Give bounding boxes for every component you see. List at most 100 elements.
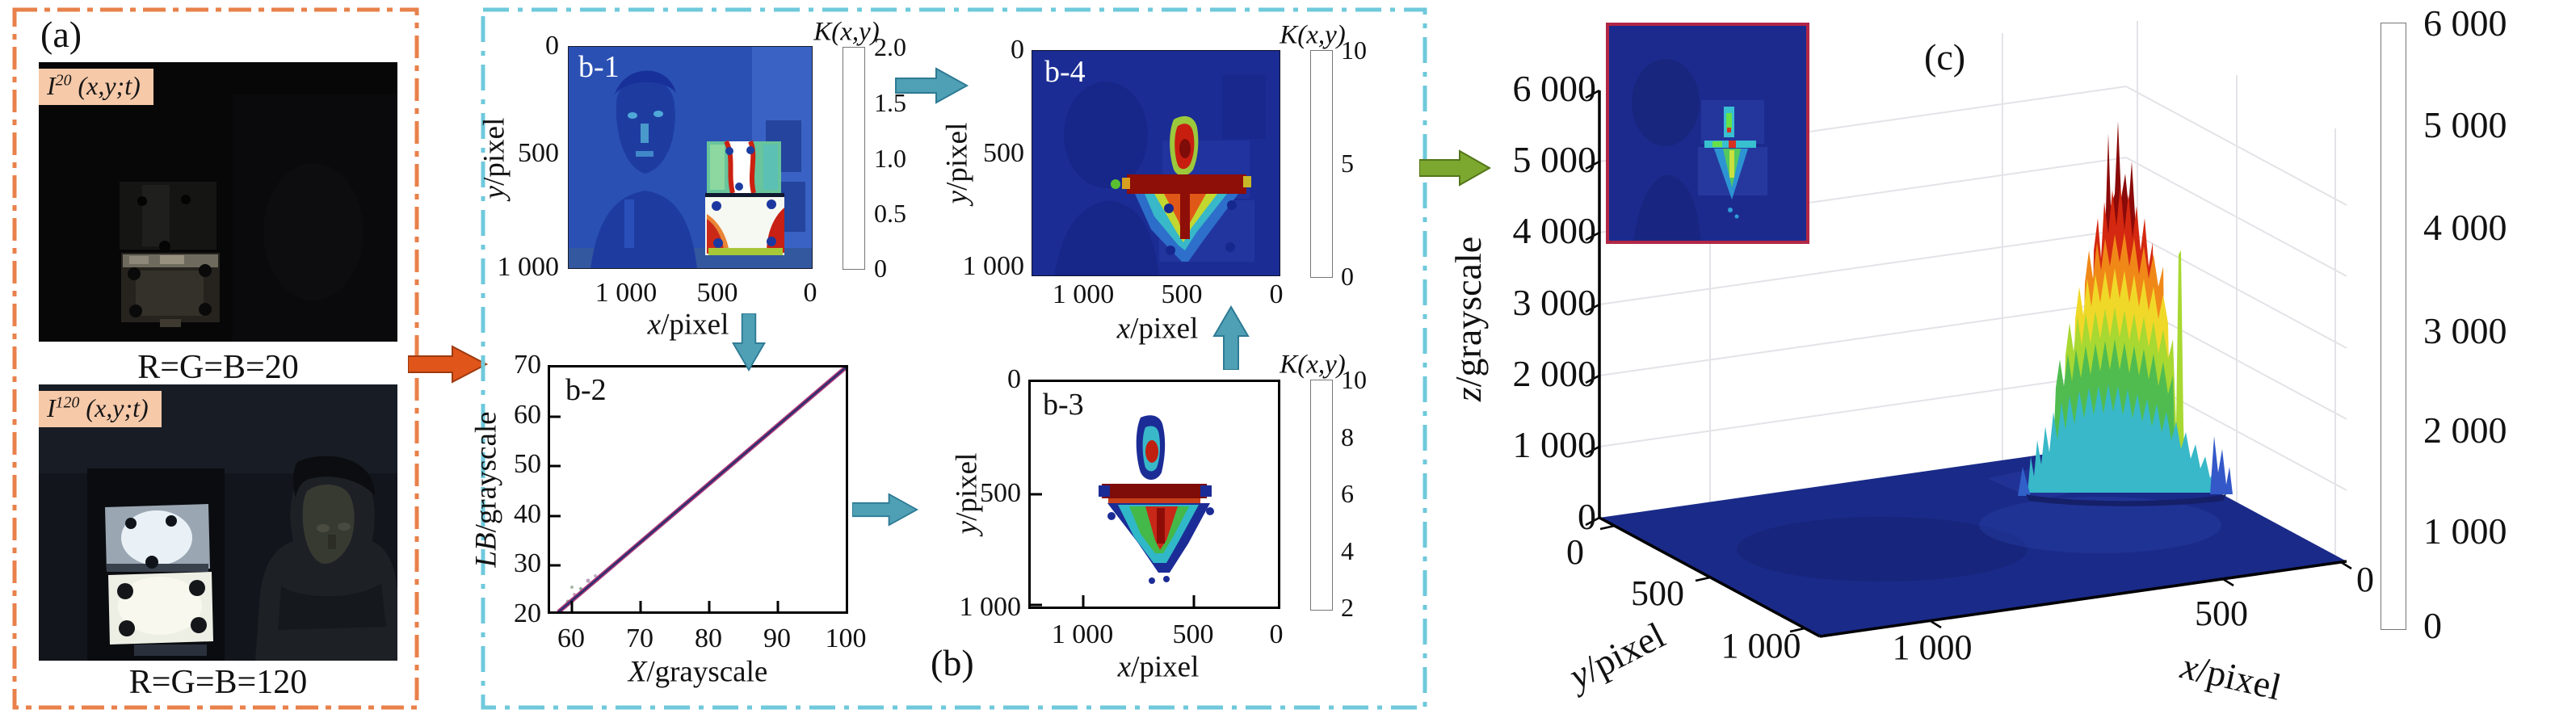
caption-rgb120: R=G=B=120 xyxy=(128,664,308,701)
b1-cbar-tick: 2.0 xyxy=(874,32,906,61)
b4-cbar-tick: 10 xyxy=(1341,36,1367,65)
b4-ytick: 0 xyxy=(1011,35,1024,65)
b4-cbar-tick: 5 xyxy=(1341,149,1354,178)
b2-ytick: 50 xyxy=(514,449,541,479)
b2-xtick: 80 xyxy=(695,624,722,653)
scatter-b2-frame xyxy=(548,365,848,615)
b2-xtick: 70 xyxy=(626,624,653,653)
subplot-b2-tag: b-2 xyxy=(565,373,607,407)
b3-cbar-tick: 8 xyxy=(1341,422,1354,451)
b3-ytick: 500 xyxy=(980,478,1021,508)
b1-xtick: 1 000 xyxy=(595,278,658,308)
b2-xtick: 90 xyxy=(763,624,791,653)
b2-ytick: 40 xyxy=(514,499,541,529)
panel-a-tag: (a) xyxy=(40,14,82,55)
c-ztick: 2 000 xyxy=(1512,353,1597,394)
c-ytick: 1 000 xyxy=(1721,626,1801,666)
b2-ytick: 60 xyxy=(514,400,541,430)
arrow-b-to-c-icon xyxy=(1419,149,1492,187)
b2-ytick: 20 xyxy=(514,598,541,628)
b1-cbar-tick: 1.0 xyxy=(874,144,906,173)
arrow-b3-to-b4-icon xyxy=(1212,305,1250,370)
c-ztick: 0 xyxy=(1578,496,1596,537)
b1-colorbar xyxy=(843,47,865,270)
heatmap-b4 xyxy=(1032,50,1280,276)
photo-i20 xyxy=(39,62,397,342)
heatmap-b3-frame xyxy=(1028,380,1280,609)
b4-ytick: 500 xyxy=(983,138,1024,168)
c-ytick: 0 xyxy=(1566,532,1584,572)
b1-ylabel: y/pixel xyxy=(477,117,511,199)
inset-image xyxy=(1606,23,1809,244)
b4-xlabel: x/pixel xyxy=(1116,312,1199,346)
panel-b-tag: (b) xyxy=(931,642,974,683)
frame-label-i20: I20 (x,y;t) xyxy=(39,69,153,106)
arrow-b1-to-b4-icon xyxy=(895,67,969,104)
b3-cbar-tick: 10 xyxy=(1341,365,1367,394)
frame-args: (x,y;t) xyxy=(79,393,149,422)
heatmap-b3 xyxy=(1031,415,1214,607)
b4-ytick: 1 000 xyxy=(962,251,1025,281)
frame-symbol: I xyxy=(47,393,56,422)
b4-xtick: 0 xyxy=(1269,279,1284,309)
b2-ytick: 70 xyxy=(514,350,541,380)
c-xtick: 1 000 xyxy=(1892,628,1973,667)
b3-cbar-tick: 6 xyxy=(1341,479,1354,508)
b2-xlabel: X/grayscale xyxy=(628,655,768,689)
b1-cbar-tick: 0 xyxy=(874,254,887,283)
b3-xtick: 0 xyxy=(1269,619,1284,649)
frame-symbol: I xyxy=(47,71,56,100)
c-ztick: 6 000 xyxy=(1512,68,1597,109)
b1-cbar-tick: 1.5 xyxy=(874,88,906,117)
b2-ytick: 30 xyxy=(514,548,541,578)
b1-ytick: 500 xyxy=(518,138,559,168)
arrow-b1-to-b2-icon xyxy=(732,313,766,372)
panel-c-tag: (c) xyxy=(1924,36,1966,78)
c-ztick: 1 000 xyxy=(1512,424,1597,465)
c-ztick: 3 000 xyxy=(1512,282,1597,323)
b2-ylabel: LB/grayscale xyxy=(469,411,503,568)
subplot-b3-tag: b-3 xyxy=(1043,388,1084,422)
c-xtick: 500 xyxy=(2195,594,2248,633)
c-ztick: 4 000 xyxy=(1512,210,1597,251)
b3-ylabel: y/pixel xyxy=(950,452,984,535)
b1-ytick: 1 000 xyxy=(497,252,560,282)
c-xtick: 0 xyxy=(2356,560,2374,599)
b1-cbar-tick: 0.5 xyxy=(874,199,906,228)
b1-ytick: 0 xyxy=(545,31,559,61)
c-ytick: 500 xyxy=(1631,573,1684,613)
subplot-b4-tag: b-4 xyxy=(1044,55,1086,89)
b3-ytick: 0 xyxy=(1007,364,1021,394)
b1-xlabel: x/pixel xyxy=(647,308,729,342)
b3-cbar-tick: 4 xyxy=(1341,536,1354,565)
b3-ytick: 1 000 xyxy=(959,592,1022,622)
arrow-b2-to-b3-icon xyxy=(852,493,918,527)
b2-xtick: 60 xyxy=(557,624,585,653)
b4-cbar-tick: 0 xyxy=(1341,262,1354,291)
b1-xtick: 500 xyxy=(696,278,738,308)
heatmap-b1 xyxy=(568,46,813,269)
b3-cbar-tick: 2 xyxy=(1341,593,1354,622)
c-zlabel: z/grayscale xyxy=(1448,236,1489,402)
b3-xlabel: x/pixel xyxy=(1117,650,1200,684)
b4-xtick: 1 000 xyxy=(1052,279,1115,309)
b3-xtick: 500 xyxy=(1172,619,1214,649)
c-ztick: 5 000 xyxy=(1512,139,1597,180)
frame-args: (x,y;t) xyxy=(71,71,141,100)
subplot-b1-tag: b-1 xyxy=(578,50,620,84)
frame-label-i120: I120 (x,y;t) xyxy=(39,391,162,428)
b4-colorbar-title: K(x,y) xyxy=(1280,20,1346,50)
frame-exponent: 120 xyxy=(55,393,80,412)
surface-3d-plot xyxy=(1585,15,2352,638)
b4-xtick: 500 xyxy=(1161,279,1203,309)
b1-xtick: 0 xyxy=(803,278,817,308)
b4-colorbar xyxy=(1310,50,1333,278)
photo-i120 xyxy=(39,384,397,661)
b3-colorbar xyxy=(1310,380,1333,611)
b3-colorbar-title: K(x,y) xyxy=(1280,350,1346,380)
c-colorbar xyxy=(2381,23,2406,630)
b1-colorbar-title: K(x,y) xyxy=(813,17,880,47)
arrow-a-to-b-icon xyxy=(408,345,489,384)
caption-rgb20: R=G=B=20 xyxy=(137,349,299,386)
